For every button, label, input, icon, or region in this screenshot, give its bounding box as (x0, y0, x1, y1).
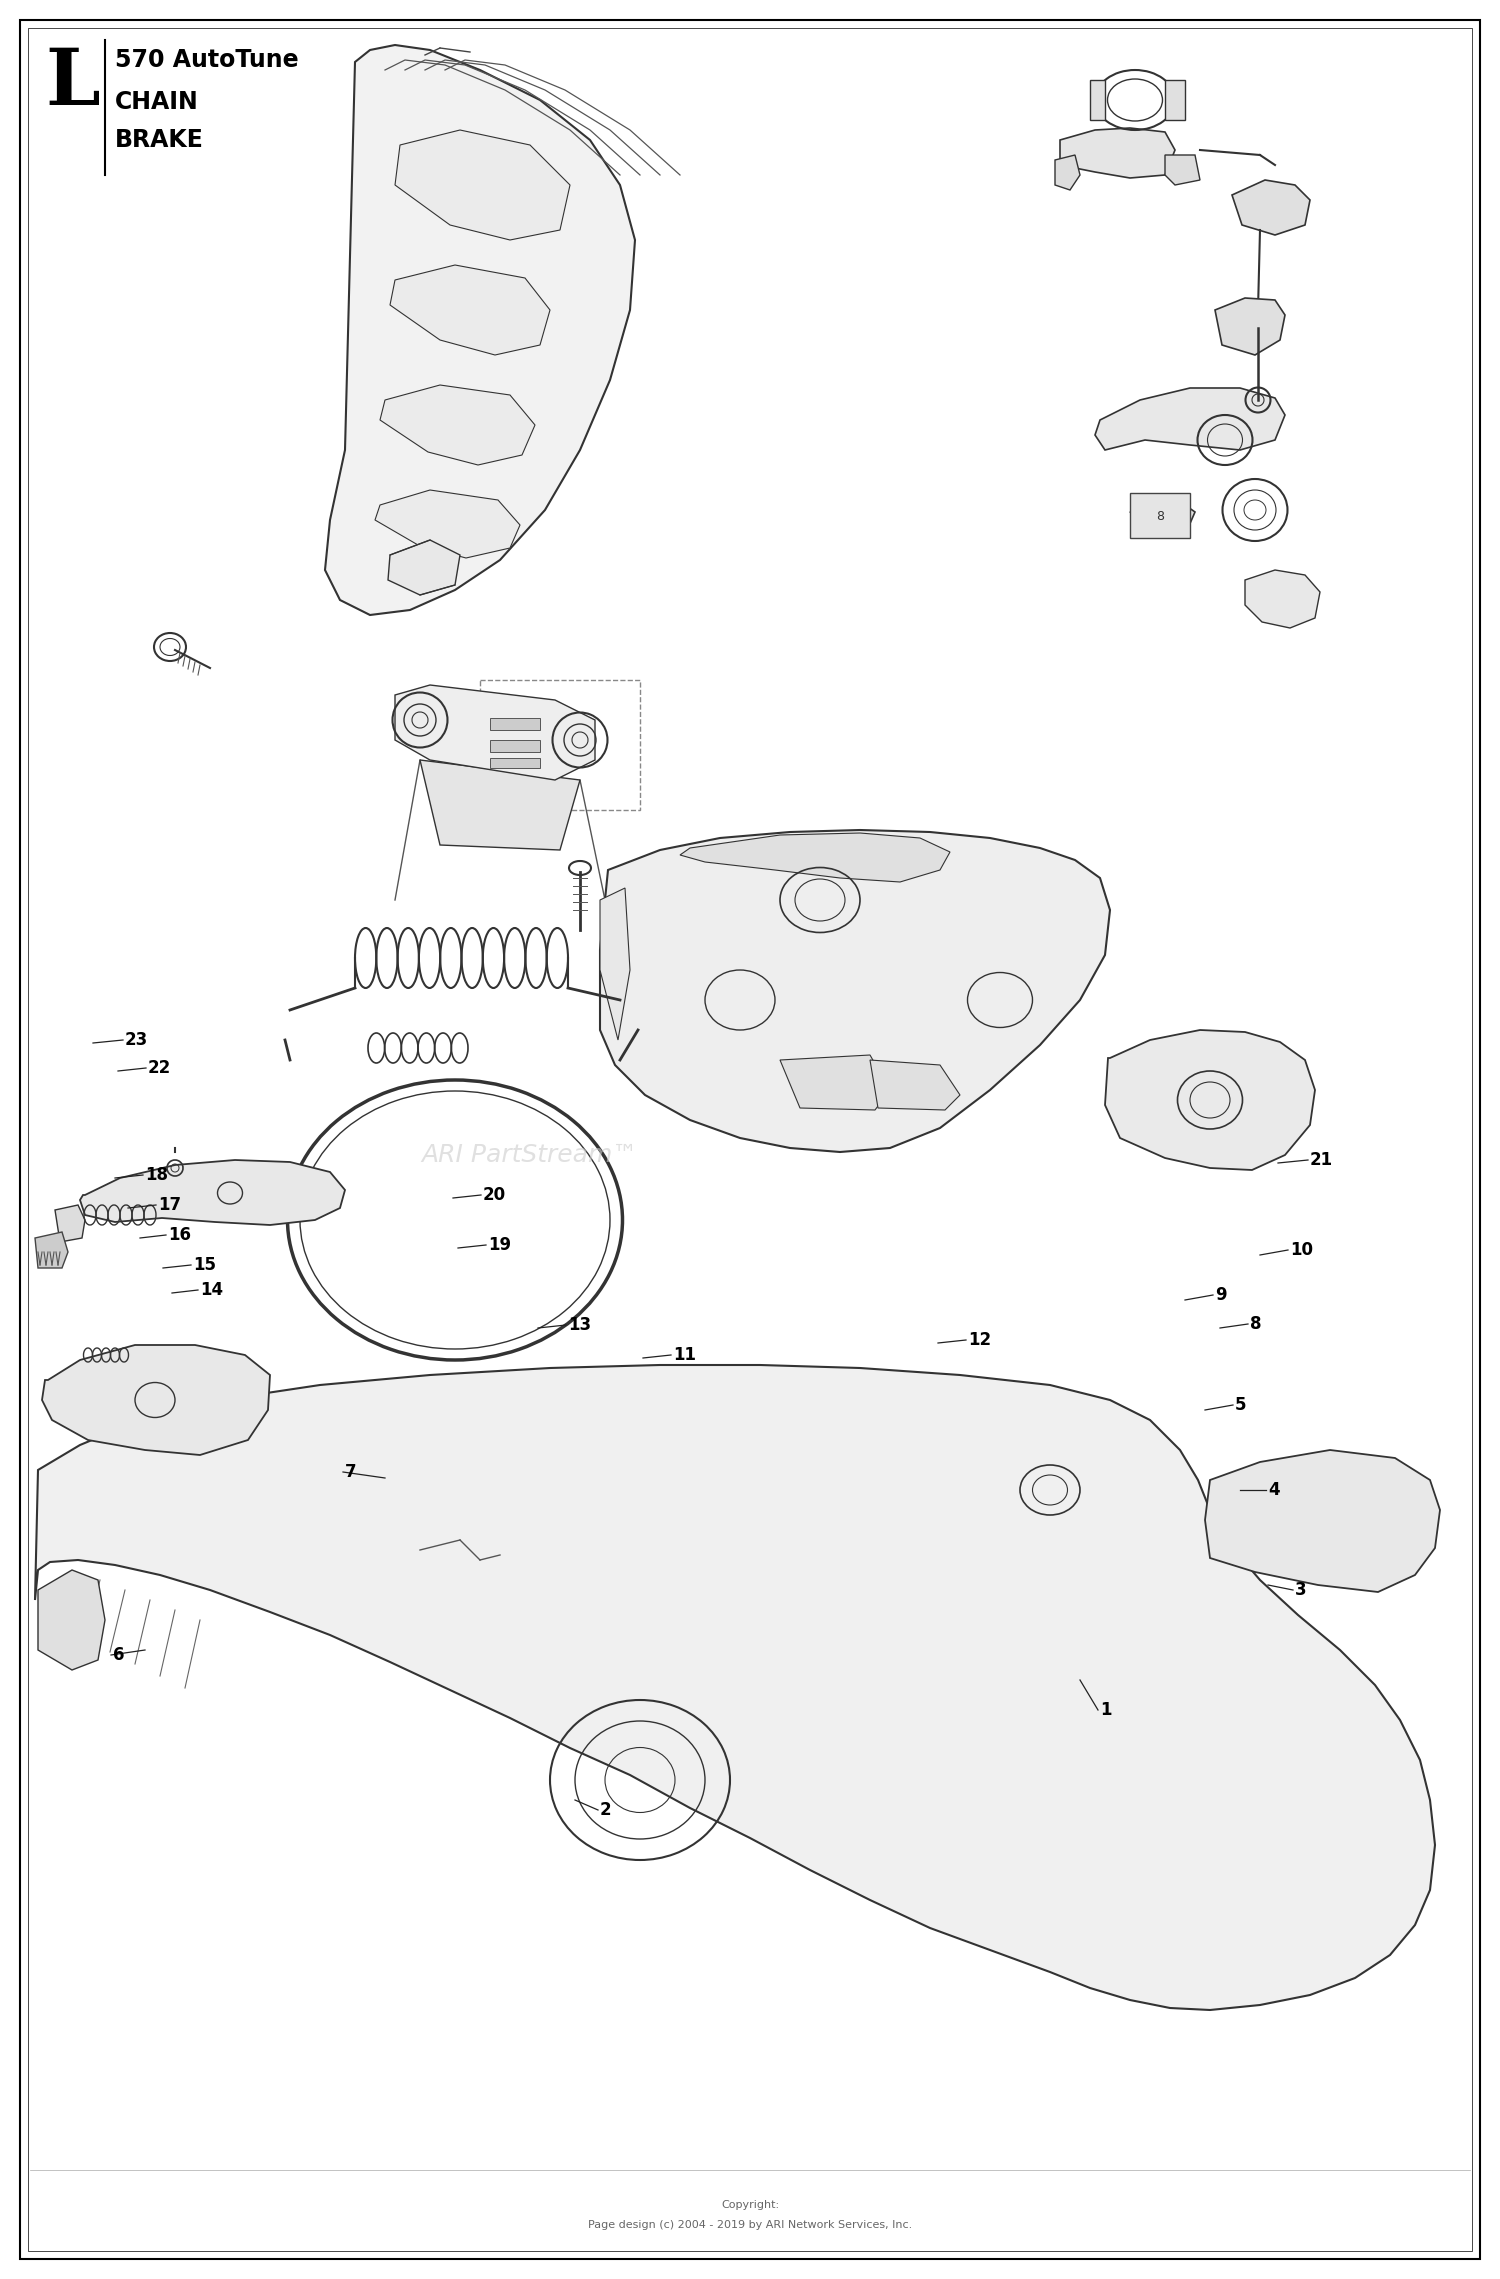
Polygon shape (390, 264, 550, 356)
Polygon shape (490, 759, 540, 768)
Polygon shape (388, 540, 460, 595)
Text: 19: 19 (488, 1235, 512, 1253)
Polygon shape (56, 1206, 86, 1242)
Text: 11: 11 (674, 1347, 696, 1365)
Polygon shape (38, 1570, 105, 1671)
Text: 14: 14 (200, 1281, 223, 1299)
Polygon shape (375, 490, 520, 558)
Text: 1: 1 (1100, 1700, 1112, 1718)
Text: 20: 20 (483, 1185, 506, 1203)
Polygon shape (680, 834, 950, 882)
Text: 21: 21 (1310, 1151, 1334, 1169)
Polygon shape (42, 1345, 270, 1454)
Polygon shape (1130, 499, 1196, 536)
Text: 23: 23 (124, 1030, 148, 1048)
Polygon shape (490, 741, 540, 752)
Polygon shape (394, 686, 596, 779)
Text: 22: 22 (148, 1060, 171, 1078)
Text: ARI PartStream™: ARI PartStream™ (422, 1144, 638, 1167)
Polygon shape (600, 889, 630, 1039)
Text: BRAKE: BRAKE (116, 128, 204, 153)
Polygon shape (600, 830, 1110, 1151)
Text: 18: 18 (146, 1167, 168, 1185)
Text: 9: 9 (1215, 1285, 1227, 1304)
Polygon shape (870, 1060, 960, 1110)
Polygon shape (490, 718, 540, 729)
Polygon shape (1166, 155, 1200, 185)
Text: 3: 3 (1294, 1582, 1306, 1600)
Text: 6: 6 (112, 1645, 125, 1664)
Text: 2: 2 (600, 1800, 612, 1819)
Polygon shape (1106, 1030, 1316, 1169)
Polygon shape (34, 1233, 68, 1267)
Polygon shape (1095, 387, 1286, 449)
Polygon shape (1054, 155, 1080, 189)
Text: 8: 8 (1250, 1315, 1262, 1333)
Polygon shape (1245, 570, 1320, 629)
Text: 17: 17 (158, 1196, 182, 1215)
Polygon shape (780, 1055, 889, 1110)
Polygon shape (1232, 180, 1310, 235)
Text: 15: 15 (194, 1256, 216, 1274)
Text: 8: 8 (1156, 510, 1164, 522)
Polygon shape (394, 130, 570, 239)
Text: 5: 5 (1234, 1397, 1246, 1413)
Bar (480, 679, 640, 809)
Text: 4: 4 (1268, 1481, 1280, 1500)
Text: 12: 12 (968, 1331, 992, 1349)
Text: Page design (c) 2004 - 2019 by ARI Network Services, Inc.: Page design (c) 2004 - 2019 by ARI Netwo… (588, 2220, 912, 2229)
Text: L: L (45, 46, 99, 121)
Text: 13: 13 (568, 1315, 591, 1333)
Polygon shape (80, 1160, 345, 1226)
Polygon shape (1060, 128, 1174, 178)
Polygon shape (1090, 80, 1106, 121)
Polygon shape (326, 46, 634, 615)
Polygon shape (1166, 80, 1185, 121)
Polygon shape (1204, 1449, 1440, 1593)
Bar (1130, 492, 1190, 538)
Text: 10: 10 (1290, 1242, 1312, 1258)
Text: 570 AutoTune: 570 AutoTune (116, 48, 298, 73)
Text: CHAIN: CHAIN (116, 89, 198, 114)
Polygon shape (34, 1365, 1436, 2010)
Text: 7: 7 (345, 1463, 357, 1481)
Polygon shape (1215, 299, 1286, 356)
Polygon shape (380, 385, 536, 465)
Text: 16: 16 (168, 1226, 190, 1244)
Polygon shape (420, 759, 580, 850)
Text: Copyright:: Copyright: (722, 2199, 778, 2211)
